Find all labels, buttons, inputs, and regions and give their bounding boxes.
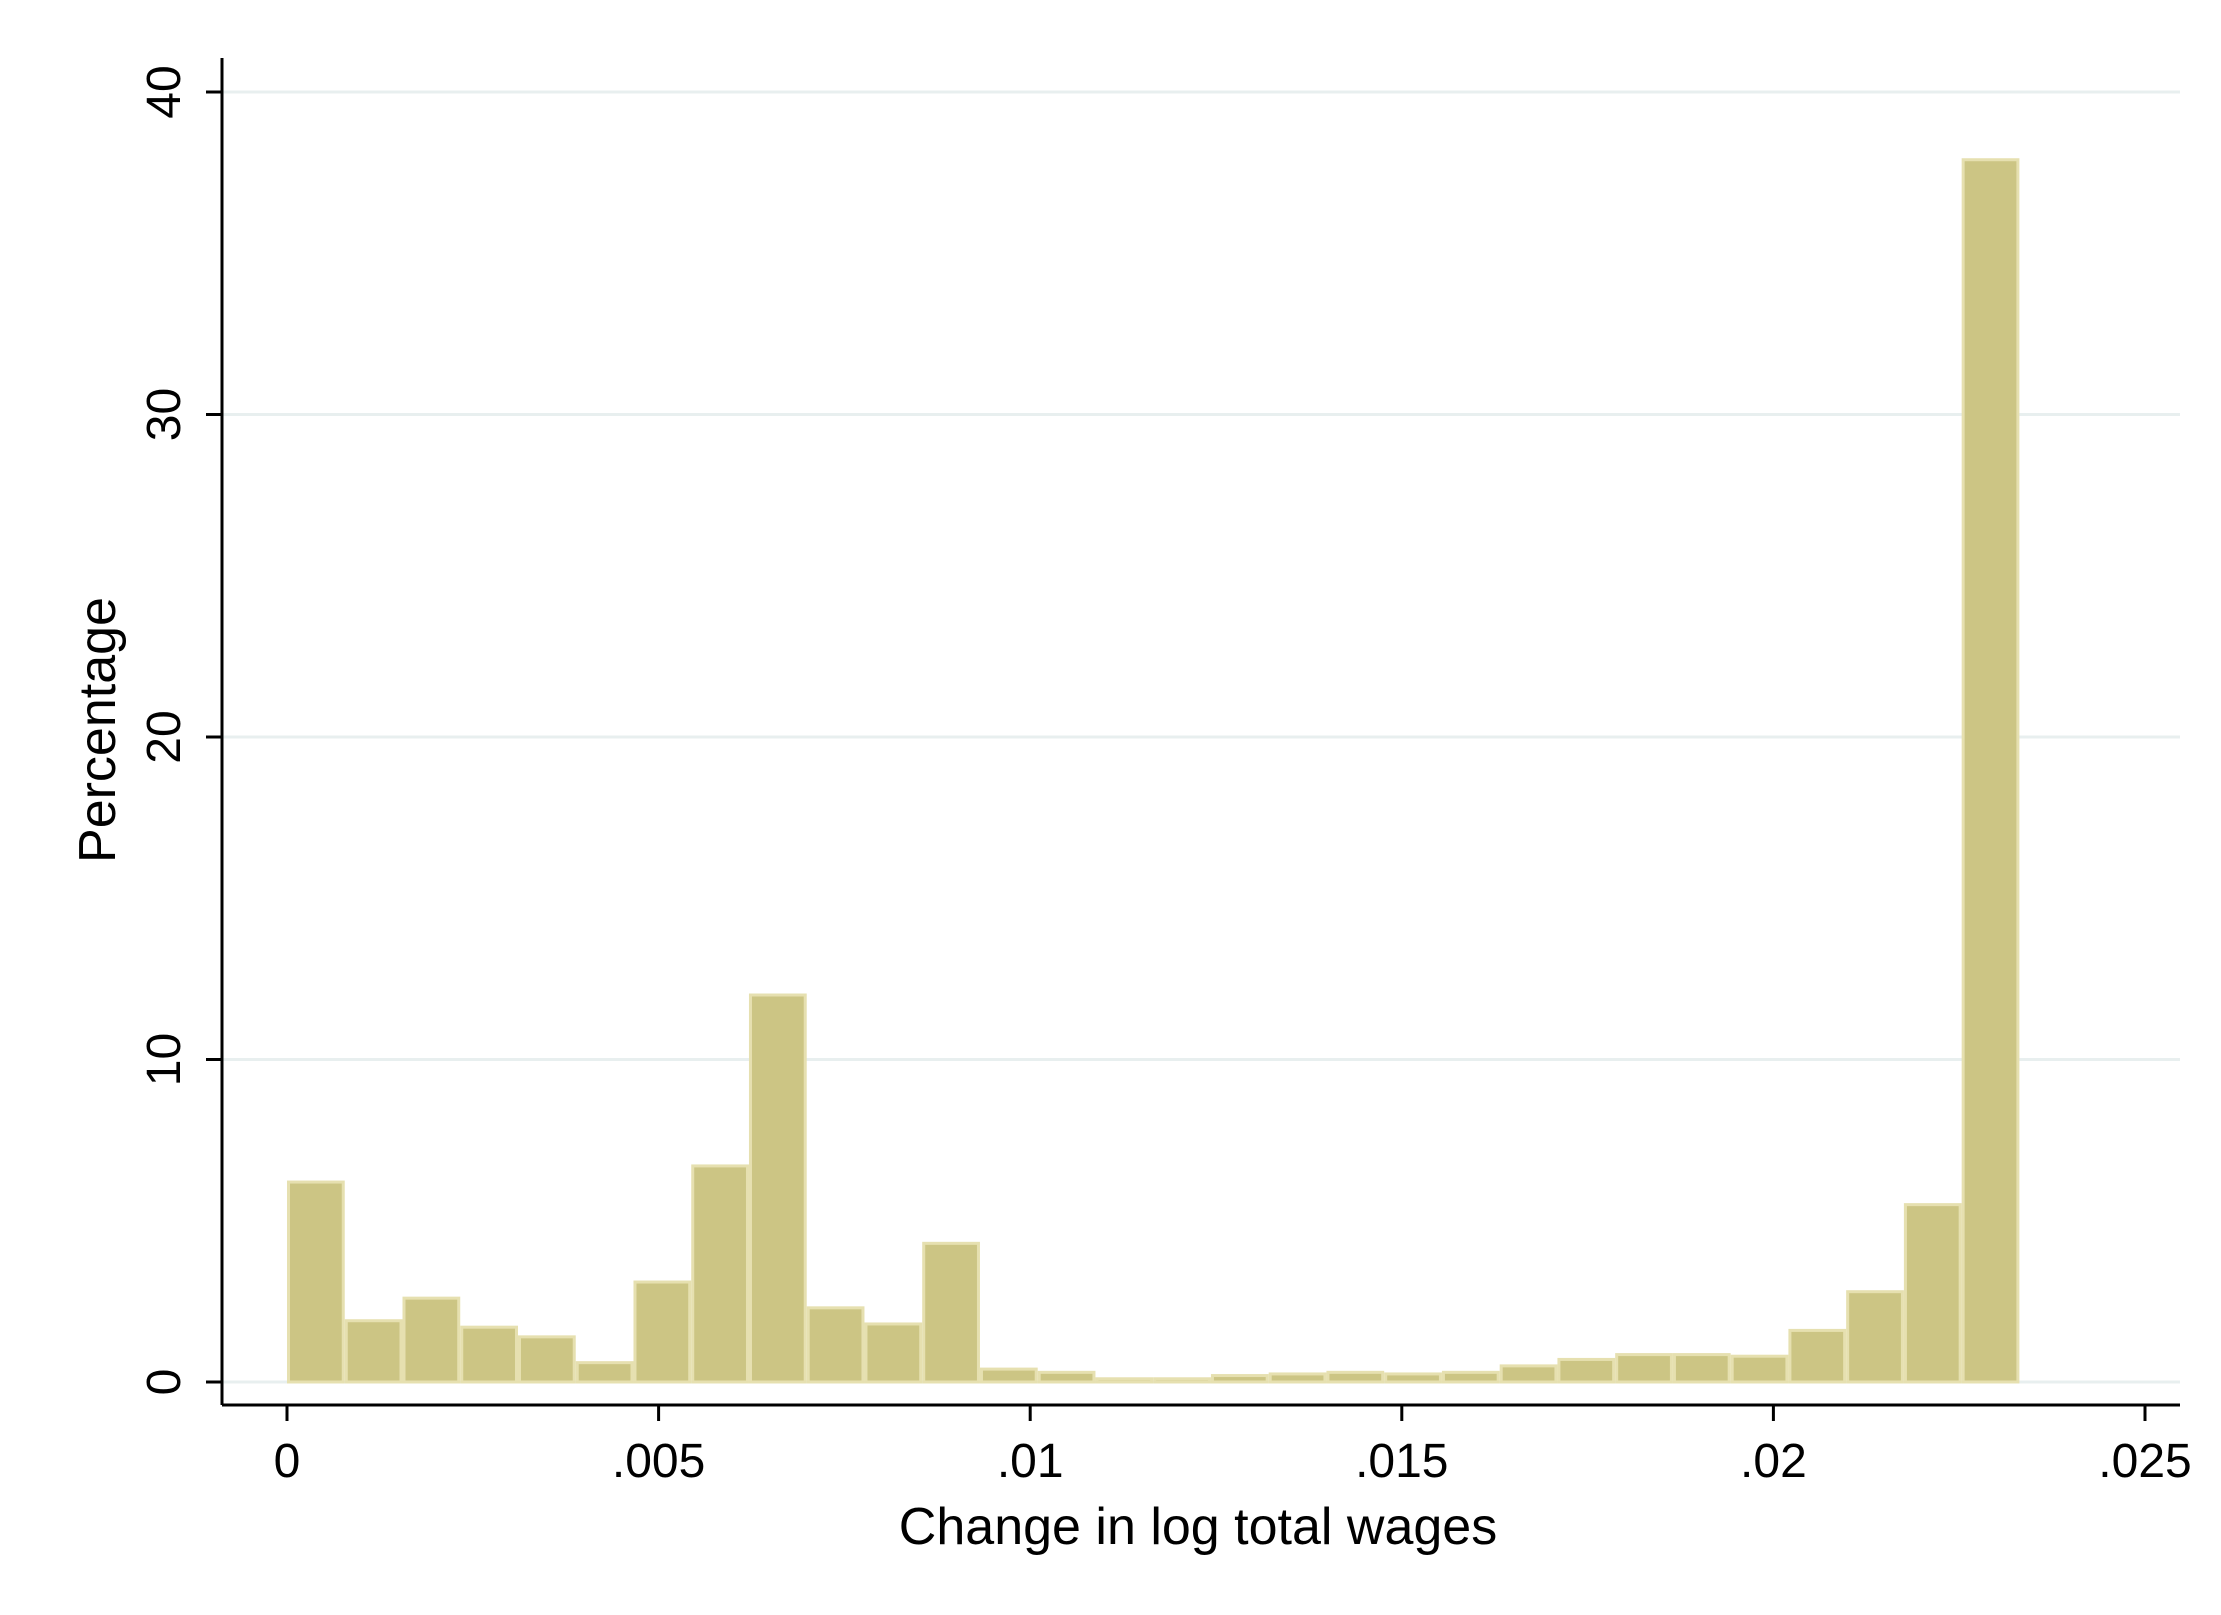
histogram-bar <box>1846 1290 1904 1384</box>
y-tick-label: 20 <box>138 710 191 763</box>
histogram-bar <box>1326 1370 1385 1384</box>
histogram-bar <box>1499 1364 1558 1384</box>
histogram-bar <box>1268 1372 1327 1384</box>
histogram-bar <box>979 1367 1038 1384</box>
x-tick-label: .005 <box>612 1435 705 1488</box>
x-tick-label: .02 <box>1740 1435 1807 1488</box>
histogram-bar <box>748 993 807 1384</box>
histogram-bar <box>1961 158 2020 1384</box>
histogram-bar <box>402 1296 461 1384</box>
axes <box>220 58 2180 1407</box>
histogram-bar <box>1037 1370 1096 1384</box>
histogram-bar <box>517 1335 576 1384</box>
histogram-bar <box>1384 1372 1442 1384</box>
histogram-bar <box>1153 1377 1211 1384</box>
histogram-bar <box>864 1322 923 1384</box>
histogram-bar <box>1210 1374 1269 1384</box>
x-tick-label: 0 <box>274 1435 301 1488</box>
histogram-bar <box>1903 1203 1962 1384</box>
bars <box>287 158 2020 1384</box>
histogram-bar <box>1095 1377 1154 1384</box>
histogram-bar <box>344 1319 403 1384</box>
x-tick-label: .025 <box>2098 1435 2191 1488</box>
histogram-bar <box>922 1241 980 1384</box>
y-axis-title: Percentage <box>69 597 127 863</box>
histogram-bar <box>1672 1353 1731 1384</box>
x-tick-label: .01 <box>997 1435 1064 1488</box>
x-axis-title: Change in log total wages <box>899 1498 1497 1556</box>
x-ticks: 0 .005 .01 .015 .02 .025 <box>274 1405 2192 1488</box>
x-tick-label: .015 <box>1355 1435 1448 1488</box>
histogram-bar <box>1441 1370 1500 1384</box>
y-tick-label: 0 <box>138 1369 191 1396</box>
histogram-bar <box>633 1280 692 1384</box>
histogram-bar <box>1788 1328 1847 1384</box>
y-tick-label: 40 <box>138 65 191 118</box>
histogram-bar <box>691 1164 749 1384</box>
histogram-bar <box>806 1306 865 1384</box>
histogram-bar <box>287 1180 345 1384</box>
histogram-bar <box>1557 1357 1616 1384</box>
histogram-bar <box>460 1325 518 1384</box>
y-tick-label: 30 <box>138 388 191 441</box>
y-tick-label: 10 <box>138 1033 191 1086</box>
y-ticks: 0 10 20 30 40 <box>138 65 222 1395</box>
histogram-bar <box>575 1361 634 1384</box>
histogram-bar <box>1615 1353 1673 1384</box>
histogram-bar <box>1730 1354 1789 1384</box>
